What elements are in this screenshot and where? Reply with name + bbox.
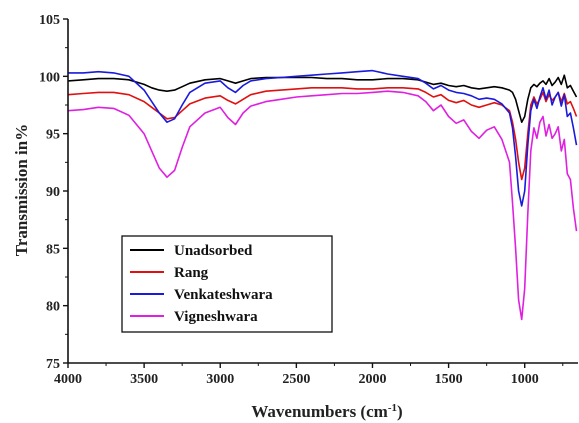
x-tick-label-1500: 1500 [435,372,463,387]
series-line-unadsorbed [67,74,578,123]
series-line-venkateshwara [68,69,578,207]
y-tick-label-95: 95 [46,128,60,143]
y-tick-label-75: 75 [46,357,60,372]
y-tick-label-80: 80 [46,300,60,315]
x-axis-label-end: ) [397,402,403,421]
x-tick-label-1000: 1000 [511,372,539,387]
x-tick-label-4000: 4000 [54,372,82,387]
legend: Unadsorbed Rang Venkateshwara Vigneshwara [121,235,333,333]
legend-label-unadsorbed: Unadsorbed [174,243,253,259]
y-tick-label-85: 85 [46,242,60,257]
y-tick-label-105: 105 [39,13,60,28]
y-tick-label-100: 100 [39,70,60,85]
x-tick-label-2000: 2000 [358,372,386,387]
legend-label-vigneshwara: Vigneshwara [174,309,258,325]
legend-label-venkateshwara: Venkateshwara [174,287,273,303]
x-axis-label-sup: -1 [388,402,397,414]
series-line-vigneshwara [67,90,578,321]
x-axis-label-main: Wavenumbers (cm [251,402,387,421]
x-tick-label-3000: 3000 [206,372,234,387]
y-tick-label-90: 90 [46,185,60,200]
y-axis-label: Transmission in% [12,124,31,256]
x-axis-label: Wavenumbers (cm-1) [251,402,402,421]
tick-marks: 75 80 85 90 95 100 105 4000 3500 3000 2500 2000 1500… [39,13,564,387]
series-lines [67,69,578,321]
x-tick-label-3500: 3500 [130,372,158,387]
x-tick-label-2500: 2500 [282,372,310,387]
legend-label-rang: Rang [174,265,209,281]
